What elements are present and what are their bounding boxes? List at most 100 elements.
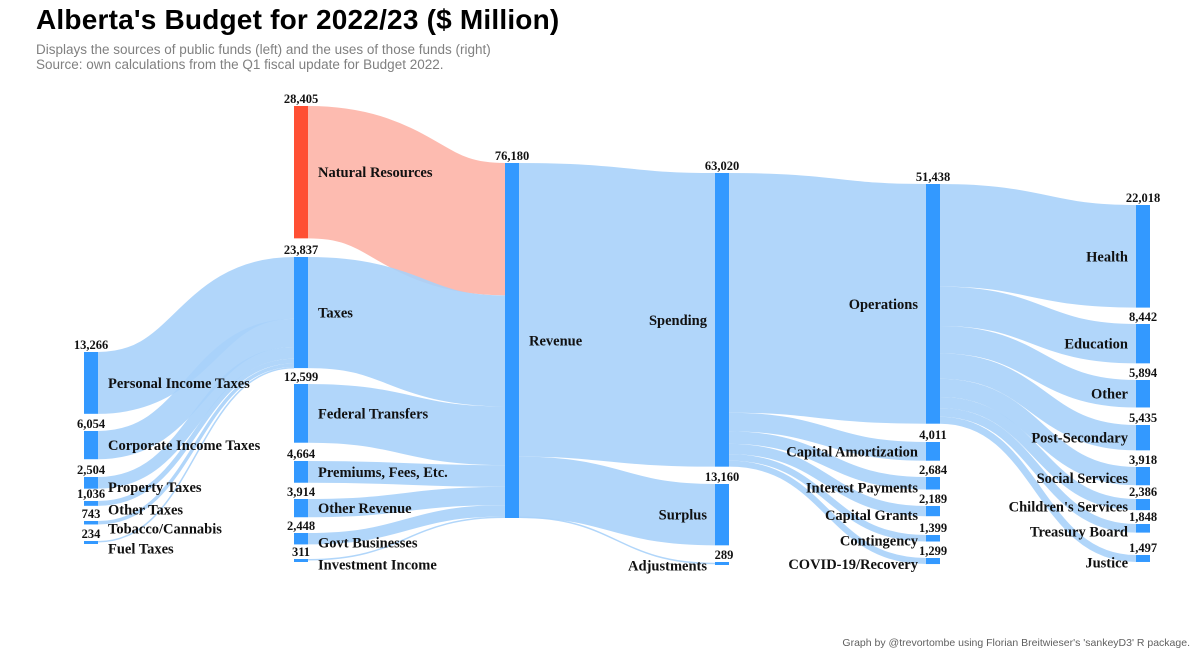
value-other: 5,894 [1129, 366, 1158, 380]
link-spend-to-intpay [728, 431, 927, 490]
label-nr: Natural Resources [318, 165, 433, 181]
link-spend-to-capgr [728, 443, 927, 517]
label-adj: Adjustments [628, 559, 707, 575]
link-gbe-to-rev [307, 505, 506, 545]
node-othtax [84, 501, 98, 506]
link-pit-to-taxes [96, 257, 296, 414]
chart-credit: Graph by @trevortombe using Florian Brei… [842, 637, 1190, 649]
link-spend-to-capam [728, 412, 927, 461]
subtitle-line-1: Displays the sources of public funds (le… [36, 42, 491, 57]
node-social [1136, 467, 1150, 486]
label-inv: Investment Income [318, 558, 437, 574]
label-health: Health [1086, 249, 1128, 265]
link-inv-to-rev [307, 516, 506, 561]
label-taxes: Taxes [318, 306, 353, 322]
link-rev-to-surplus [518, 456, 716, 546]
value-tob: 743 [82, 507, 101, 521]
link-ops-to-social [939, 378, 1137, 486]
node-gbe [294, 533, 308, 545]
link-spend-to-ops [728, 173, 927, 424]
link-rev-to-spend [518, 163, 716, 467]
value-capgr: 2,189 [919, 492, 947, 506]
node-othrev [294, 499, 308, 518]
link-spend-to-covid [728, 460, 927, 565]
value-surplus: 13,160 [705, 470, 739, 484]
node-other [1136, 380, 1150, 408]
value-inv: 311 [292, 545, 310, 559]
link-ops-to-treas [939, 408, 1137, 533]
node-spend [715, 173, 729, 467]
link-ops-to-health [939, 184, 1137, 308]
node-intpay [926, 477, 940, 490]
link-fuel-to-taxes [97, 366, 295, 543]
label-treas: Treasury Board [1030, 524, 1128, 540]
value-othrev: 3,914 [287, 485, 316, 499]
label-fed: Federal Transfers [318, 406, 429, 422]
value-health: 22,018 [1126, 191, 1160, 205]
link-adj-to-rev [518, 516, 716, 565]
link-fed-to-rev [307, 384, 506, 466]
value-gbe: 2,448 [287, 519, 315, 533]
label-othtax: Other Taxes [108, 502, 183, 518]
link-prop-to-taxes [97, 347, 295, 489]
sankey-labels: Personal Income Taxes Corporate Income Ta… [74, 92, 1160, 575]
value-edu: 8,442 [1129, 310, 1157, 324]
node-tob [84, 521, 98, 525]
link-ops-to-justice [939, 416, 1137, 562]
label-social: Social Services [1037, 471, 1129, 487]
value-pit: 13,266 [74, 338, 108, 352]
value-child: 2,386 [1129, 485, 1157, 499]
link-othrev-to-rev [307, 486, 506, 518]
label-prem: Premiums, Fees, Etc. [318, 465, 448, 481]
label-capgr: Capital Grants [825, 508, 918, 524]
node-cit [84, 431, 98, 460]
node-postsec [1136, 425, 1150, 451]
link-taxes-to-rev [306, 256, 507, 407]
label-covid: COVID-19/Recovery [788, 557, 918, 573]
node-capgr [926, 506, 940, 517]
value-fuel: 234 [82, 527, 102, 541]
label-other: Other [1091, 387, 1129, 403]
link-ops-to-other [939, 325, 1137, 408]
label-othrev: Other Revenue [318, 501, 412, 517]
node-taxes [294, 257, 308, 369]
value-adj: 289 [715, 548, 734, 562]
link-spend-to-cont [728, 454, 927, 542]
value-covid: 1,299 [919, 544, 947, 558]
link-tob-to-taxes [97, 363, 295, 525]
label-surplus: Surplus [659, 508, 708, 524]
chart-title: Alberta's Budget for 2022/23 ($ Million) [36, 4, 560, 35]
label-cit: Corporate Income Taxes [108, 438, 261, 454]
label-tob: Tobacco/Cannabis [108, 522, 222, 538]
value-cit: 6,054 [77, 417, 106, 431]
label-ops: Operations [849, 297, 919, 313]
value-capam: 4,011 [919, 428, 946, 442]
value-taxes: 23,837 [284, 243, 318, 257]
value-cont: 1,399 [919, 521, 947, 535]
label-capam: Capital Amortization [786, 444, 918, 460]
link-othtax-to-taxes [97, 358, 295, 506]
value-ops: 51,438 [916, 170, 950, 184]
link-cit-to-taxes [97, 318, 295, 460]
value-nr: 28,405 [284, 92, 318, 106]
label-prop: Property Taxes [108, 480, 202, 496]
node-justice [1136, 555, 1150, 562]
node-cont [926, 535, 940, 542]
node-edu [1136, 324, 1150, 364]
value-rev: 76,180 [495, 149, 529, 163]
label-cont: Contingency [840, 533, 919, 549]
label-justice: Justice [1085, 555, 1128, 571]
value-treas: 1,848 [1129, 510, 1157, 524]
node-rev [505, 163, 519, 518]
label-pit: Personal Income Taxes [108, 376, 250, 392]
link-nr-to-rev [305, 106, 508, 296]
node-surplus [715, 484, 729, 546]
sankey-links [96, 106, 1137, 565]
value-prop: 2,504 [77, 463, 106, 477]
value-prem: 4,664 [287, 447, 316, 461]
value-othtax: 1,036 [77, 487, 105, 501]
label-postsec: Post-Secondary [1031, 431, 1128, 447]
value-social: 3,918 [1129, 453, 1157, 467]
chart-subtitle: Displays the sources of public funds (le… [36, 42, 491, 72]
